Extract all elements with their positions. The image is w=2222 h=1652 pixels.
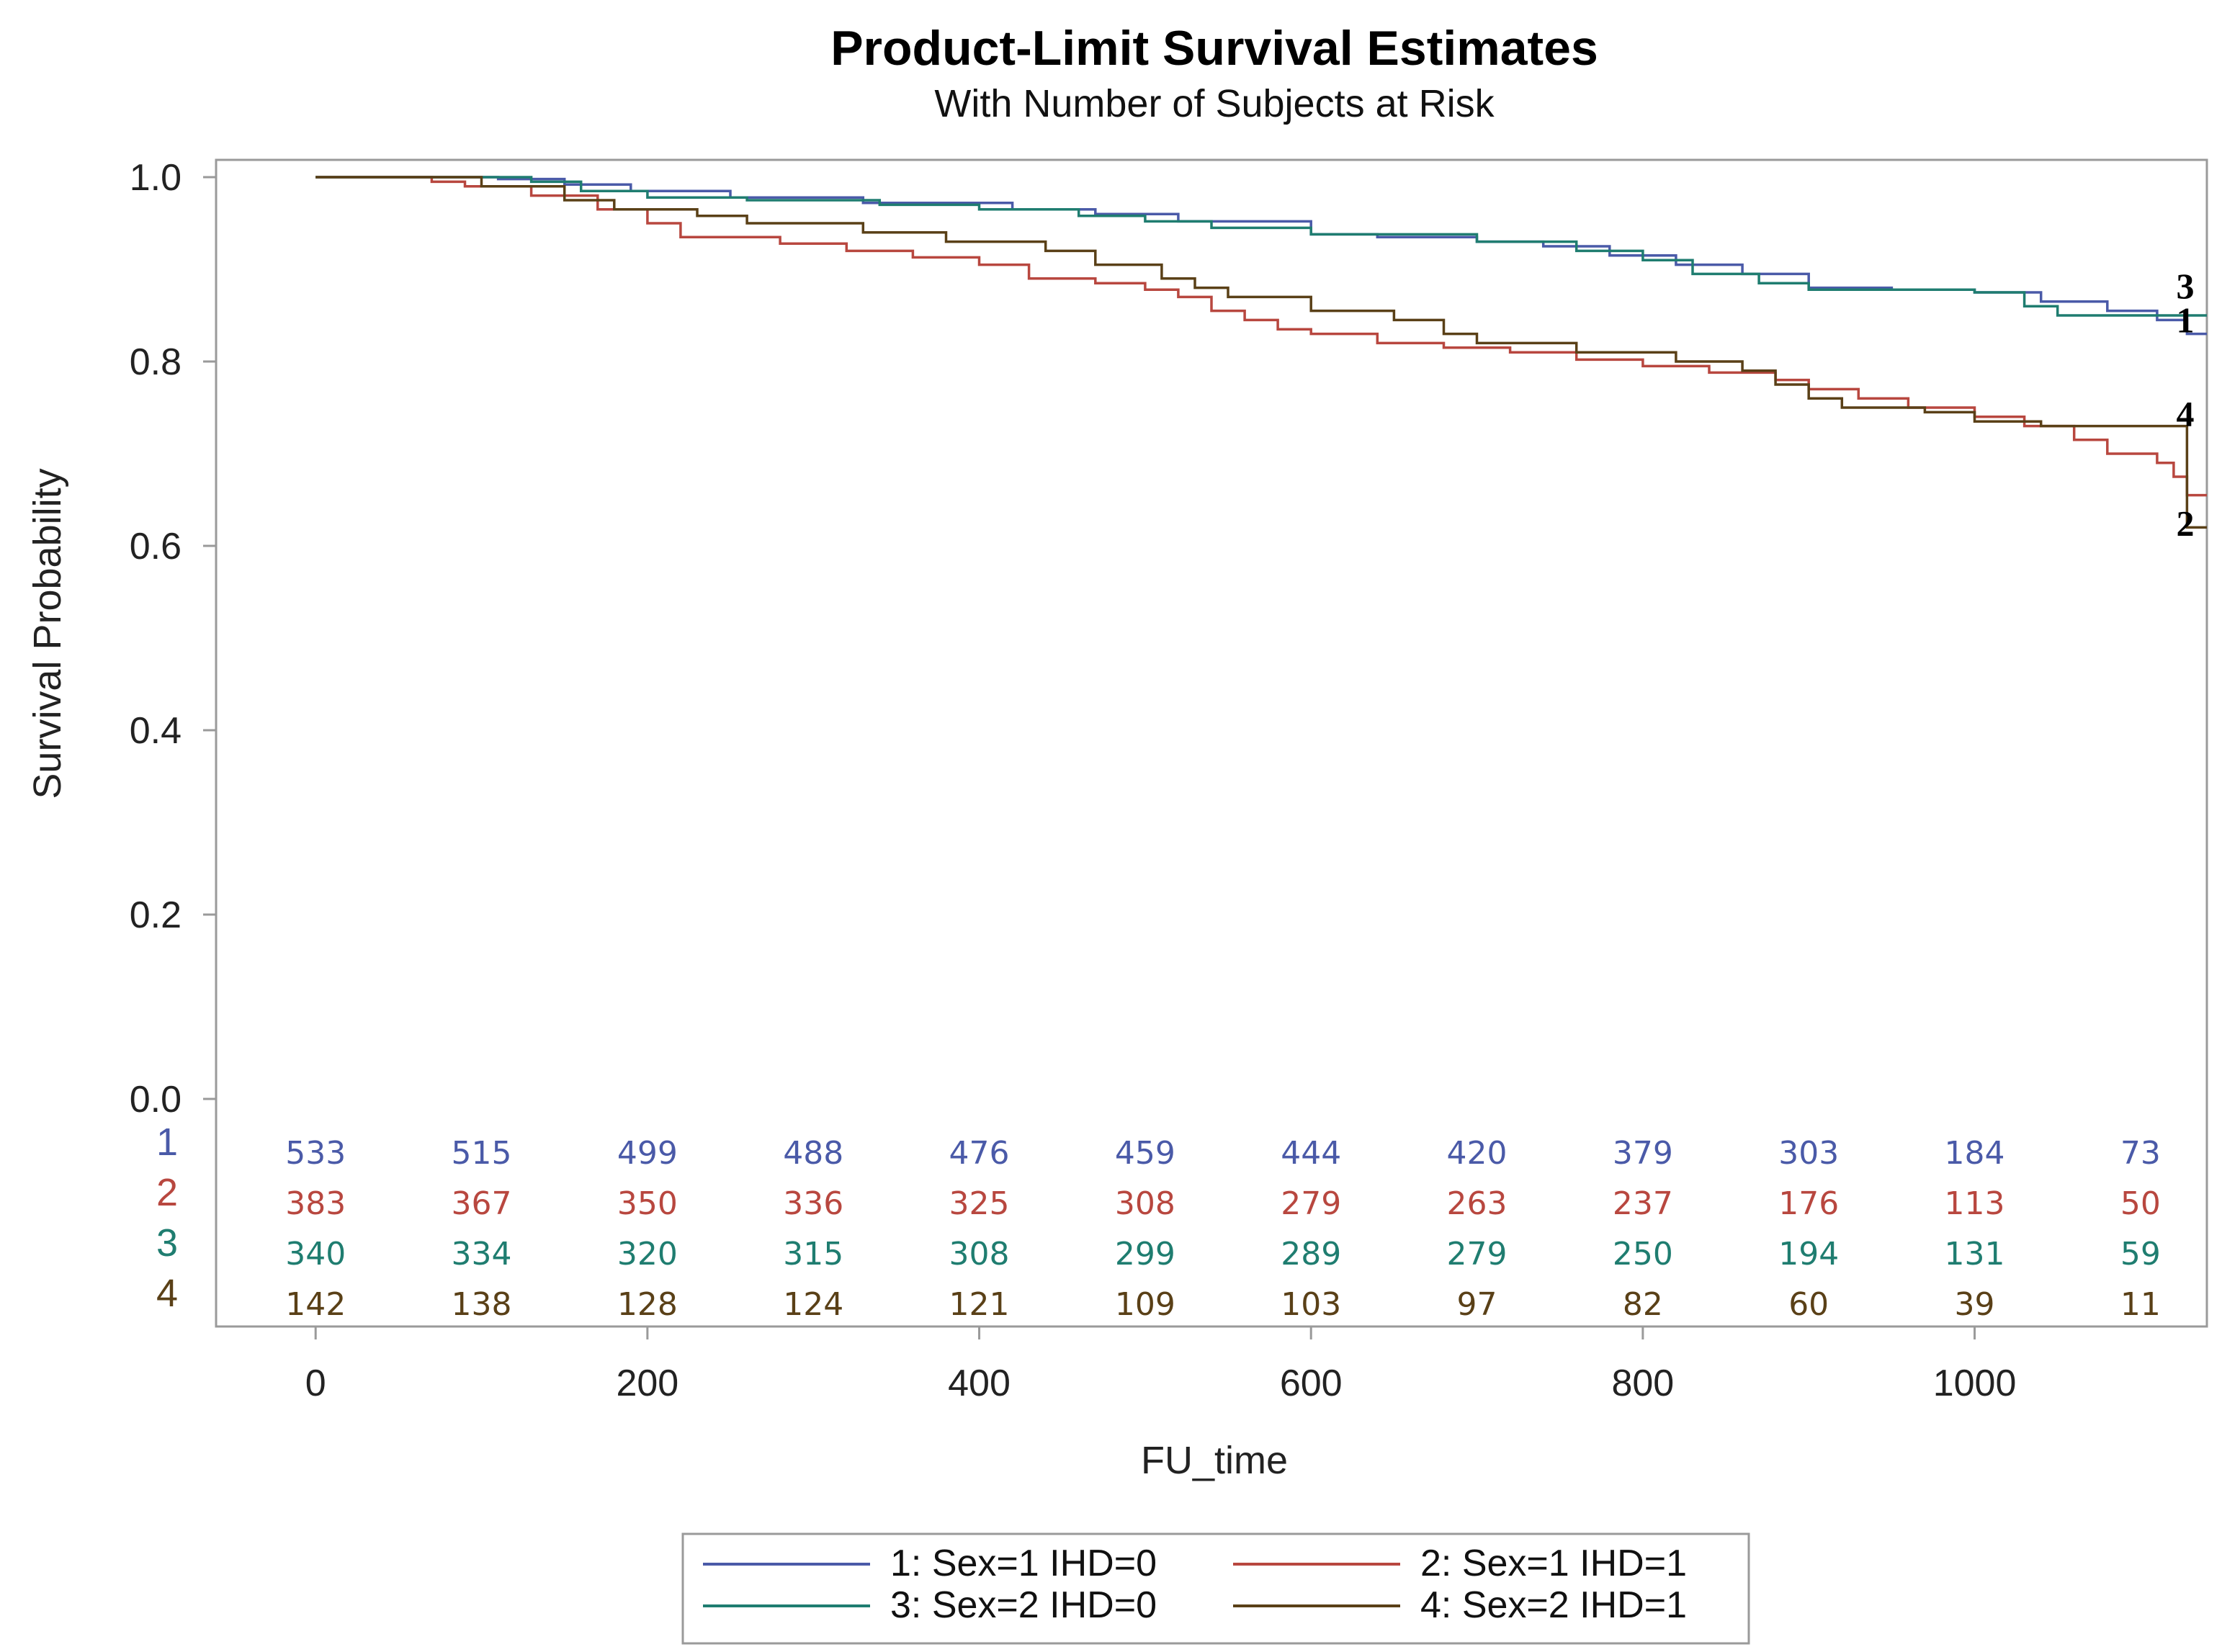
risk-count: 336 <box>783 1185 843 1222</box>
legend-frame <box>681 1532 1750 1645</box>
plot-frame <box>215 158 2208 1328</box>
x-axis: 0 200 400 600 800 1000 <box>305 1326 2017 1404</box>
risk-count: 308 <box>949 1236 1010 1272</box>
risk-count: 515 <box>452 1135 512 1172</box>
y-tick-label: 0.8 <box>130 341 182 383</box>
risk-count: 184 <box>1945 1135 2005 1172</box>
risk-count: 499 <box>617 1135 678 1172</box>
risk-count: 320 <box>617 1236 678 1272</box>
risk-count: 121 <box>949 1286 1010 1323</box>
risk-count: 279 <box>1447 1236 1508 1272</box>
risk-count: 128 <box>617 1286 678 1323</box>
survival-curve-2 <box>315 176 2207 497</box>
risk-count: 334 <box>452 1236 512 1272</box>
risk-count: 60 <box>1788 1286 1829 1323</box>
risk-count: 176 <box>1778 1185 1839 1222</box>
risk-count: 59 <box>2120 1236 2161 1272</box>
risk-group-label-2: 2 <box>156 1171 178 1214</box>
series-layer <box>315 176 2207 529</box>
risk-count: 289 <box>1281 1236 1341 1272</box>
x-tick-label: 0 <box>305 1363 326 1404</box>
risk-count: 383 <box>285 1185 346 1222</box>
risk-count: 303 <box>1778 1135 1839 1172</box>
risk-count: 82 <box>1623 1286 1663 1323</box>
x-tick-label: 400 <box>948 1363 1011 1404</box>
risk-group-label-1: 1 <box>156 1121 178 1164</box>
y-tick-label: 0.2 <box>130 894 182 936</box>
y-axis: 0.0 0.2 0.4 0.6 0.8 1.0 <box>130 157 216 1121</box>
risk-count: 379 <box>1613 1135 1673 1172</box>
risk-count: 39 <box>1955 1286 1995 1323</box>
risk-count: 533 <box>285 1135 346 1172</box>
risk-count: 350 <box>617 1185 678 1222</box>
survival-curve-3 <box>315 176 2207 317</box>
chart-subtitle: With Number of Subjects at Risk <box>934 82 1495 125</box>
risk-count: 113 <box>1945 1185 2005 1222</box>
risk-count: 263 <box>1447 1185 1508 1222</box>
risk-count: 131 <box>1945 1236 2005 1272</box>
risk-table: 1 533 515 499 488 476 459 444 420 379 303 184 732 383… <box>156 1121 2161 1323</box>
end-label-1: 1 <box>2177 300 2195 341</box>
y-tick-label: 0.0 <box>130 1079 182 1121</box>
legend-label-3: 3: Sex=2 IHD=0 <box>890 1584 1157 1626</box>
risk-count: 308 <box>1115 1185 1175 1222</box>
risk-count: 476 <box>949 1135 1010 1172</box>
risk-count: 444 <box>1281 1135 1341 1172</box>
risk-count: 109 <box>1115 1286 1175 1323</box>
x-axis-label: FU_time <box>1141 1439 1288 1482</box>
risk-count: 142 <box>285 1286 346 1323</box>
x-tick-label: 1000 <box>1933 1363 2017 1404</box>
risk-count: 73 <box>2120 1135 2161 1172</box>
end-labels: 1 2 3 4 <box>2177 266 2195 544</box>
y-tick-label: 1.0 <box>130 157 182 199</box>
risk-count: 459 <box>1115 1135 1175 1172</box>
risk-count: 194 <box>1778 1236 1839 1272</box>
risk-count: 103 <box>1281 1286 1341 1323</box>
y-tick-label: 0.6 <box>130 526 182 567</box>
risk-count: 367 <box>452 1185 512 1222</box>
risk-count: 97 <box>1457 1286 1497 1323</box>
risk-count: 11 <box>2120 1286 2161 1323</box>
legend-label-1: 1: Sex=1 IHD=0 <box>890 1543 1157 1584</box>
x-tick-label: 800 <box>1611 1363 1674 1404</box>
end-label-2: 2 <box>2177 503 2195 544</box>
risk-count: 420 <box>1447 1135 1508 1172</box>
risk-count: 124 <box>783 1286 843 1323</box>
x-tick-label: 200 <box>616 1363 678 1404</box>
risk-count: 237 <box>1613 1185 1673 1222</box>
risk-count: 250 <box>1613 1236 1673 1272</box>
legend: 1: Sex=1 IHD=0 2: Sex=1 IHD=1 3: Sex=2 IHD… <box>681 1532 1750 1645</box>
risk-count: 299 <box>1115 1236 1175 1272</box>
y-axis-label: Survival Probability <box>26 468 69 799</box>
risk-group-label-3: 3 <box>156 1221 178 1265</box>
risk-count: 138 <box>452 1286 512 1323</box>
risk-count: 315 <box>783 1236 843 1272</box>
risk-count: 340 <box>285 1236 346 1272</box>
x-tick-label: 600 <box>1280 1363 1343 1404</box>
risk-count: 488 <box>783 1135 843 1172</box>
risk-count: 50 <box>2120 1185 2161 1222</box>
chart-title: Product-Limit Survival Estimates <box>830 21 1598 76</box>
y-tick-label: 0.4 <box>130 710 182 752</box>
legend-label-4: 4: Sex=2 IHD=1 <box>1420 1584 1687 1626</box>
legend-label-2: 2: Sex=1 IHD=1 <box>1420 1543 1687 1584</box>
risk-count: 325 <box>949 1185 1010 1222</box>
end-label-3: 3 <box>2177 266 2195 306</box>
end-label-4: 4 <box>2177 394 2195 434</box>
risk-group-label-4: 4 <box>156 1272 178 1315</box>
survival-curve-4 <box>315 176 2207 529</box>
risk-count: 279 <box>1281 1185 1341 1222</box>
